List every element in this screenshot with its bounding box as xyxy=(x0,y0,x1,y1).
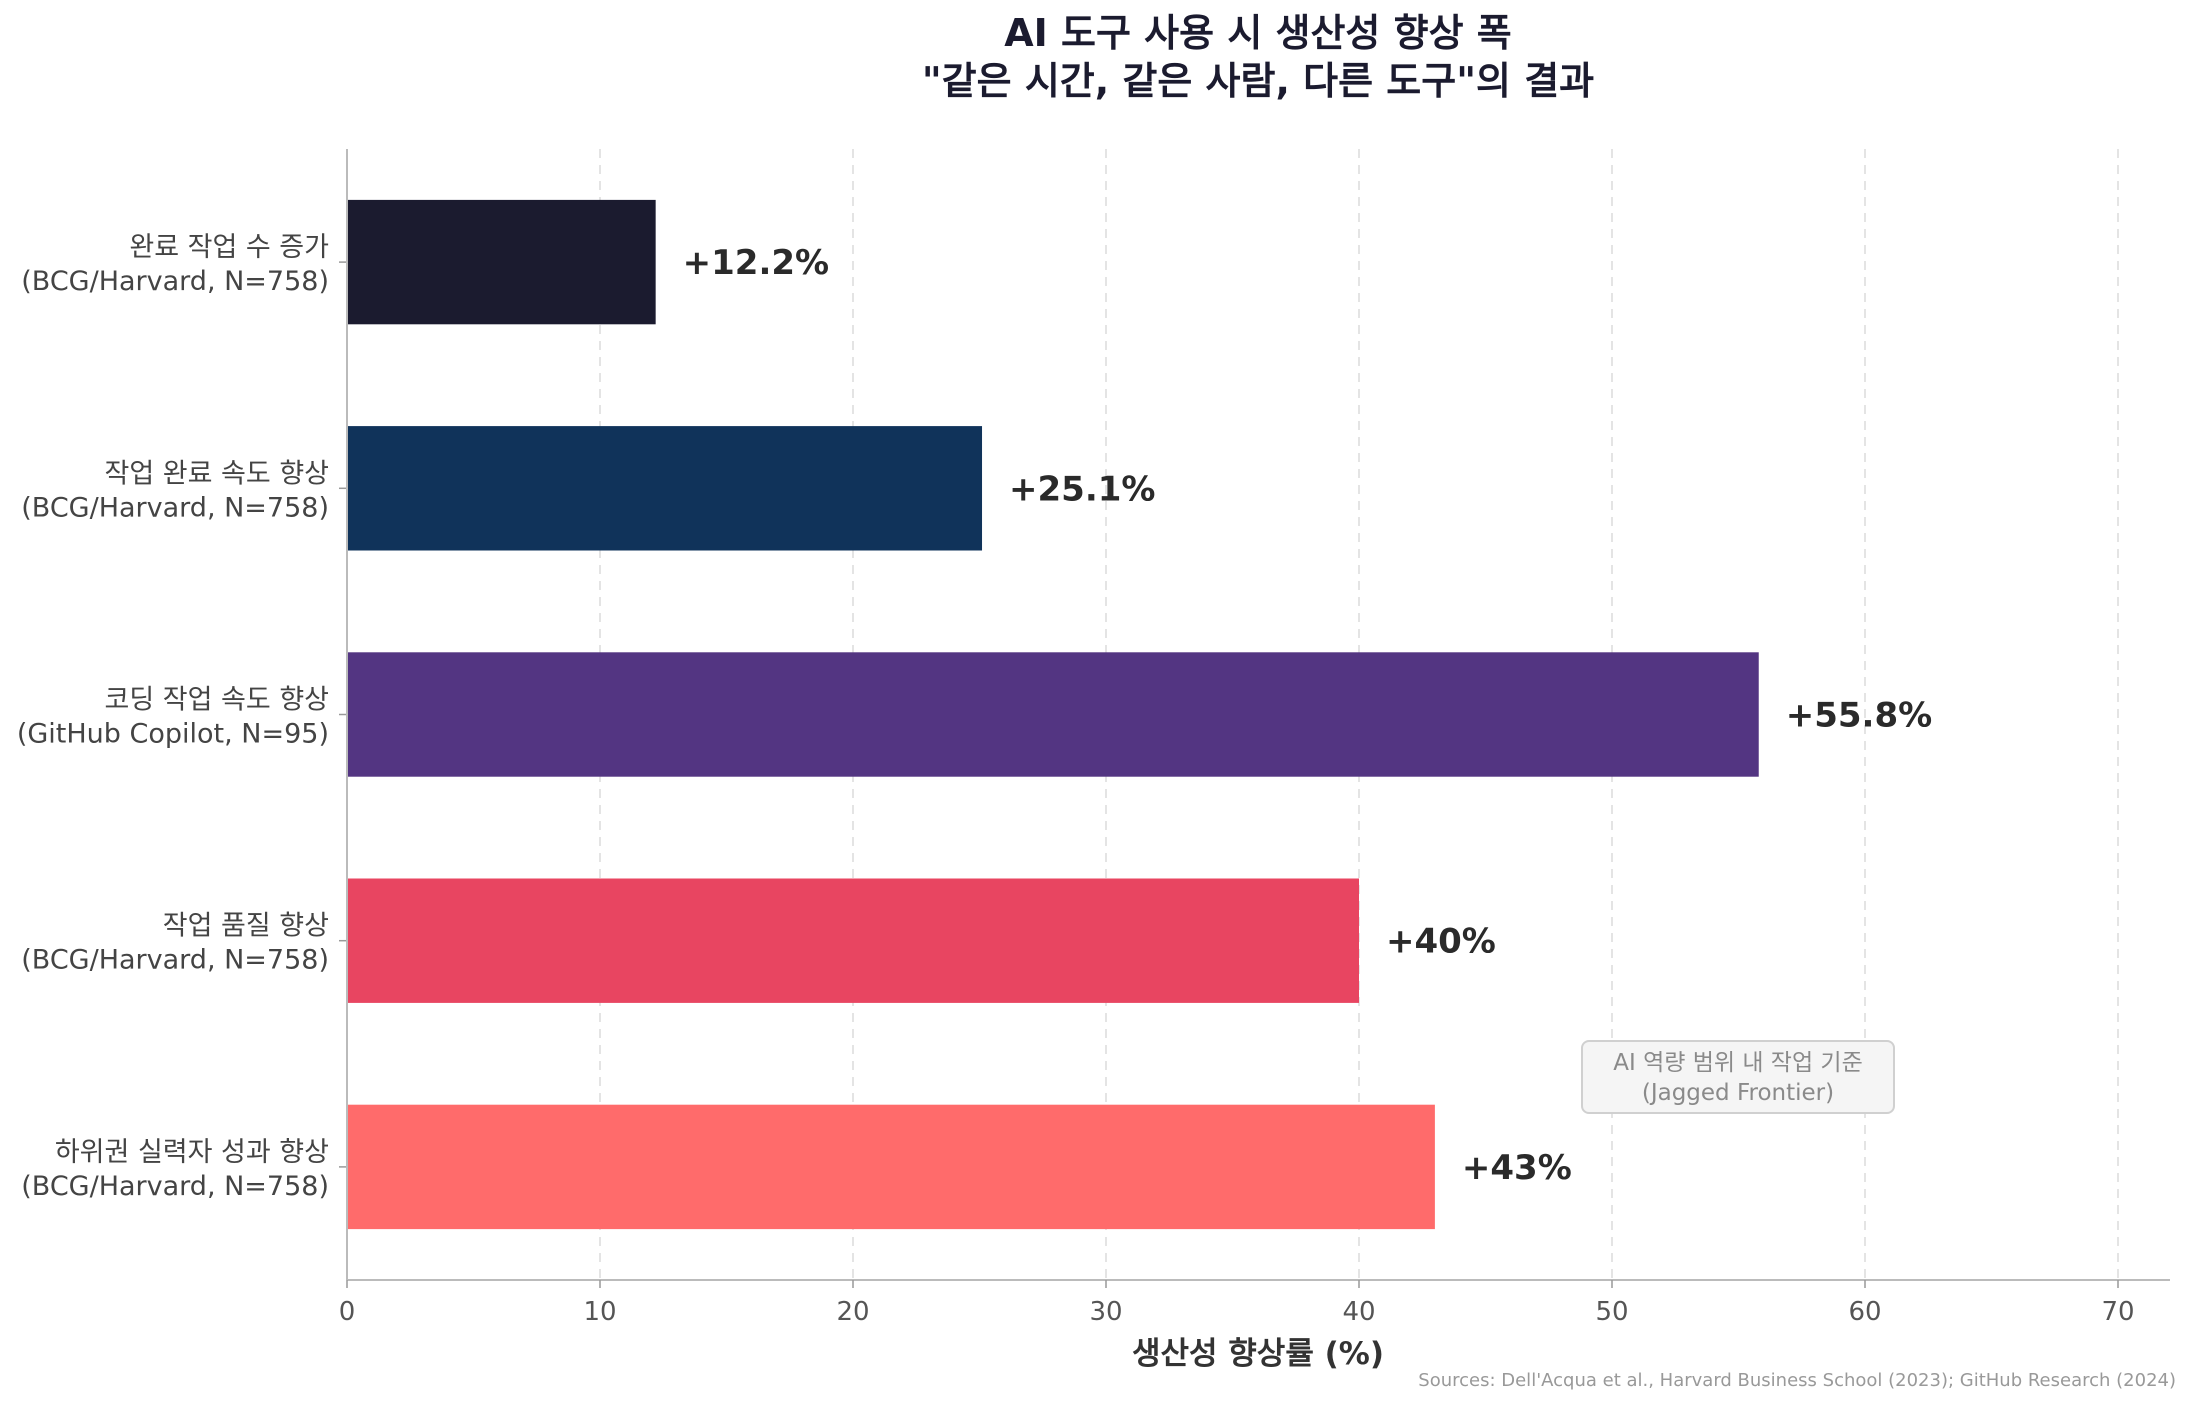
x-tick-label: 0 xyxy=(339,1297,356,1327)
bar-value-label: +12.2% xyxy=(683,243,829,283)
category-label: 작업 품질 향상 xyxy=(163,911,329,942)
category-sublabel: (BCG/Harvard, N=758) xyxy=(21,945,329,976)
x-tick-label: 40 xyxy=(1342,1297,1375,1327)
x-tick-label: 30 xyxy=(1089,1297,1122,1327)
category-sublabel: (BCG/Harvard, N=758) xyxy=(21,492,329,523)
category-label: 하위권 실력자 성과 향상 xyxy=(55,1137,329,1168)
x-tick-label: 20 xyxy=(836,1297,869,1327)
chart-title-line2: "같은 시간, 같은 사람, 다른 도구"의 결과 xyxy=(922,59,1594,103)
value-labels-group: +12.2% +25.1% +55.8% +40% +43% xyxy=(683,243,1933,1188)
x-tick-label: 60 xyxy=(1848,1297,1881,1327)
bar xyxy=(347,1104,1435,1230)
category-label: 완료 작업 수 증가 xyxy=(129,232,329,263)
bar-value-label: +25.1% xyxy=(1009,469,1155,509)
category-label: 코딩 작업 속도 향상 xyxy=(105,685,329,716)
x-tick-label: 70 xyxy=(2101,1297,2134,1327)
category-sublabel: (BCG/Harvard, N=758) xyxy=(21,1171,329,1202)
annotation-line2: (Jagged Frontier) xyxy=(1642,1080,1834,1106)
category-sublabel: (GitHub Copilot, N=95) xyxy=(17,719,329,750)
category-sublabel: (BCG/Harvard, N=758) xyxy=(21,266,329,297)
x-tick-label: 50 xyxy=(1595,1297,1628,1327)
bar xyxy=(347,878,1359,1003)
category-label: 작업 완료 속도 향상 xyxy=(105,458,329,489)
annotation-line1: AI 역량 범위 내 작업 기준 xyxy=(1613,1050,1863,1076)
bar-value-label: +43% xyxy=(1462,1148,1572,1188)
bar xyxy=(347,426,983,551)
x-ticks-group: 0 10 20 30 40 50 60 70 xyxy=(339,1280,2135,1327)
bar xyxy=(347,199,656,325)
annotation-box: AI 역량 범위 내 작업 기준 (Jagged Frontier) xyxy=(1581,1040,1895,1114)
chart-title-line1: AI 도구 사용 시 생산성 향상 폭 xyxy=(1004,11,1512,55)
bar xyxy=(347,652,1759,777)
bar-value-label: +40% xyxy=(1386,922,1496,962)
x-axis-title: 생산성 향상률 (%) xyxy=(1132,1336,1384,1372)
x-tick-label: 10 xyxy=(583,1297,616,1327)
bar-value-label: +55.8% xyxy=(1786,696,1932,736)
bars-group xyxy=(347,199,1759,1230)
source-note: Sources: Dell'Acqua et al., Harvard Busi… xyxy=(1418,1370,2176,1391)
category-labels-group: 완료 작업 수 증가(BCG/Harvard, N=758)작업 완료 속도 향… xyxy=(17,232,347,1202)
